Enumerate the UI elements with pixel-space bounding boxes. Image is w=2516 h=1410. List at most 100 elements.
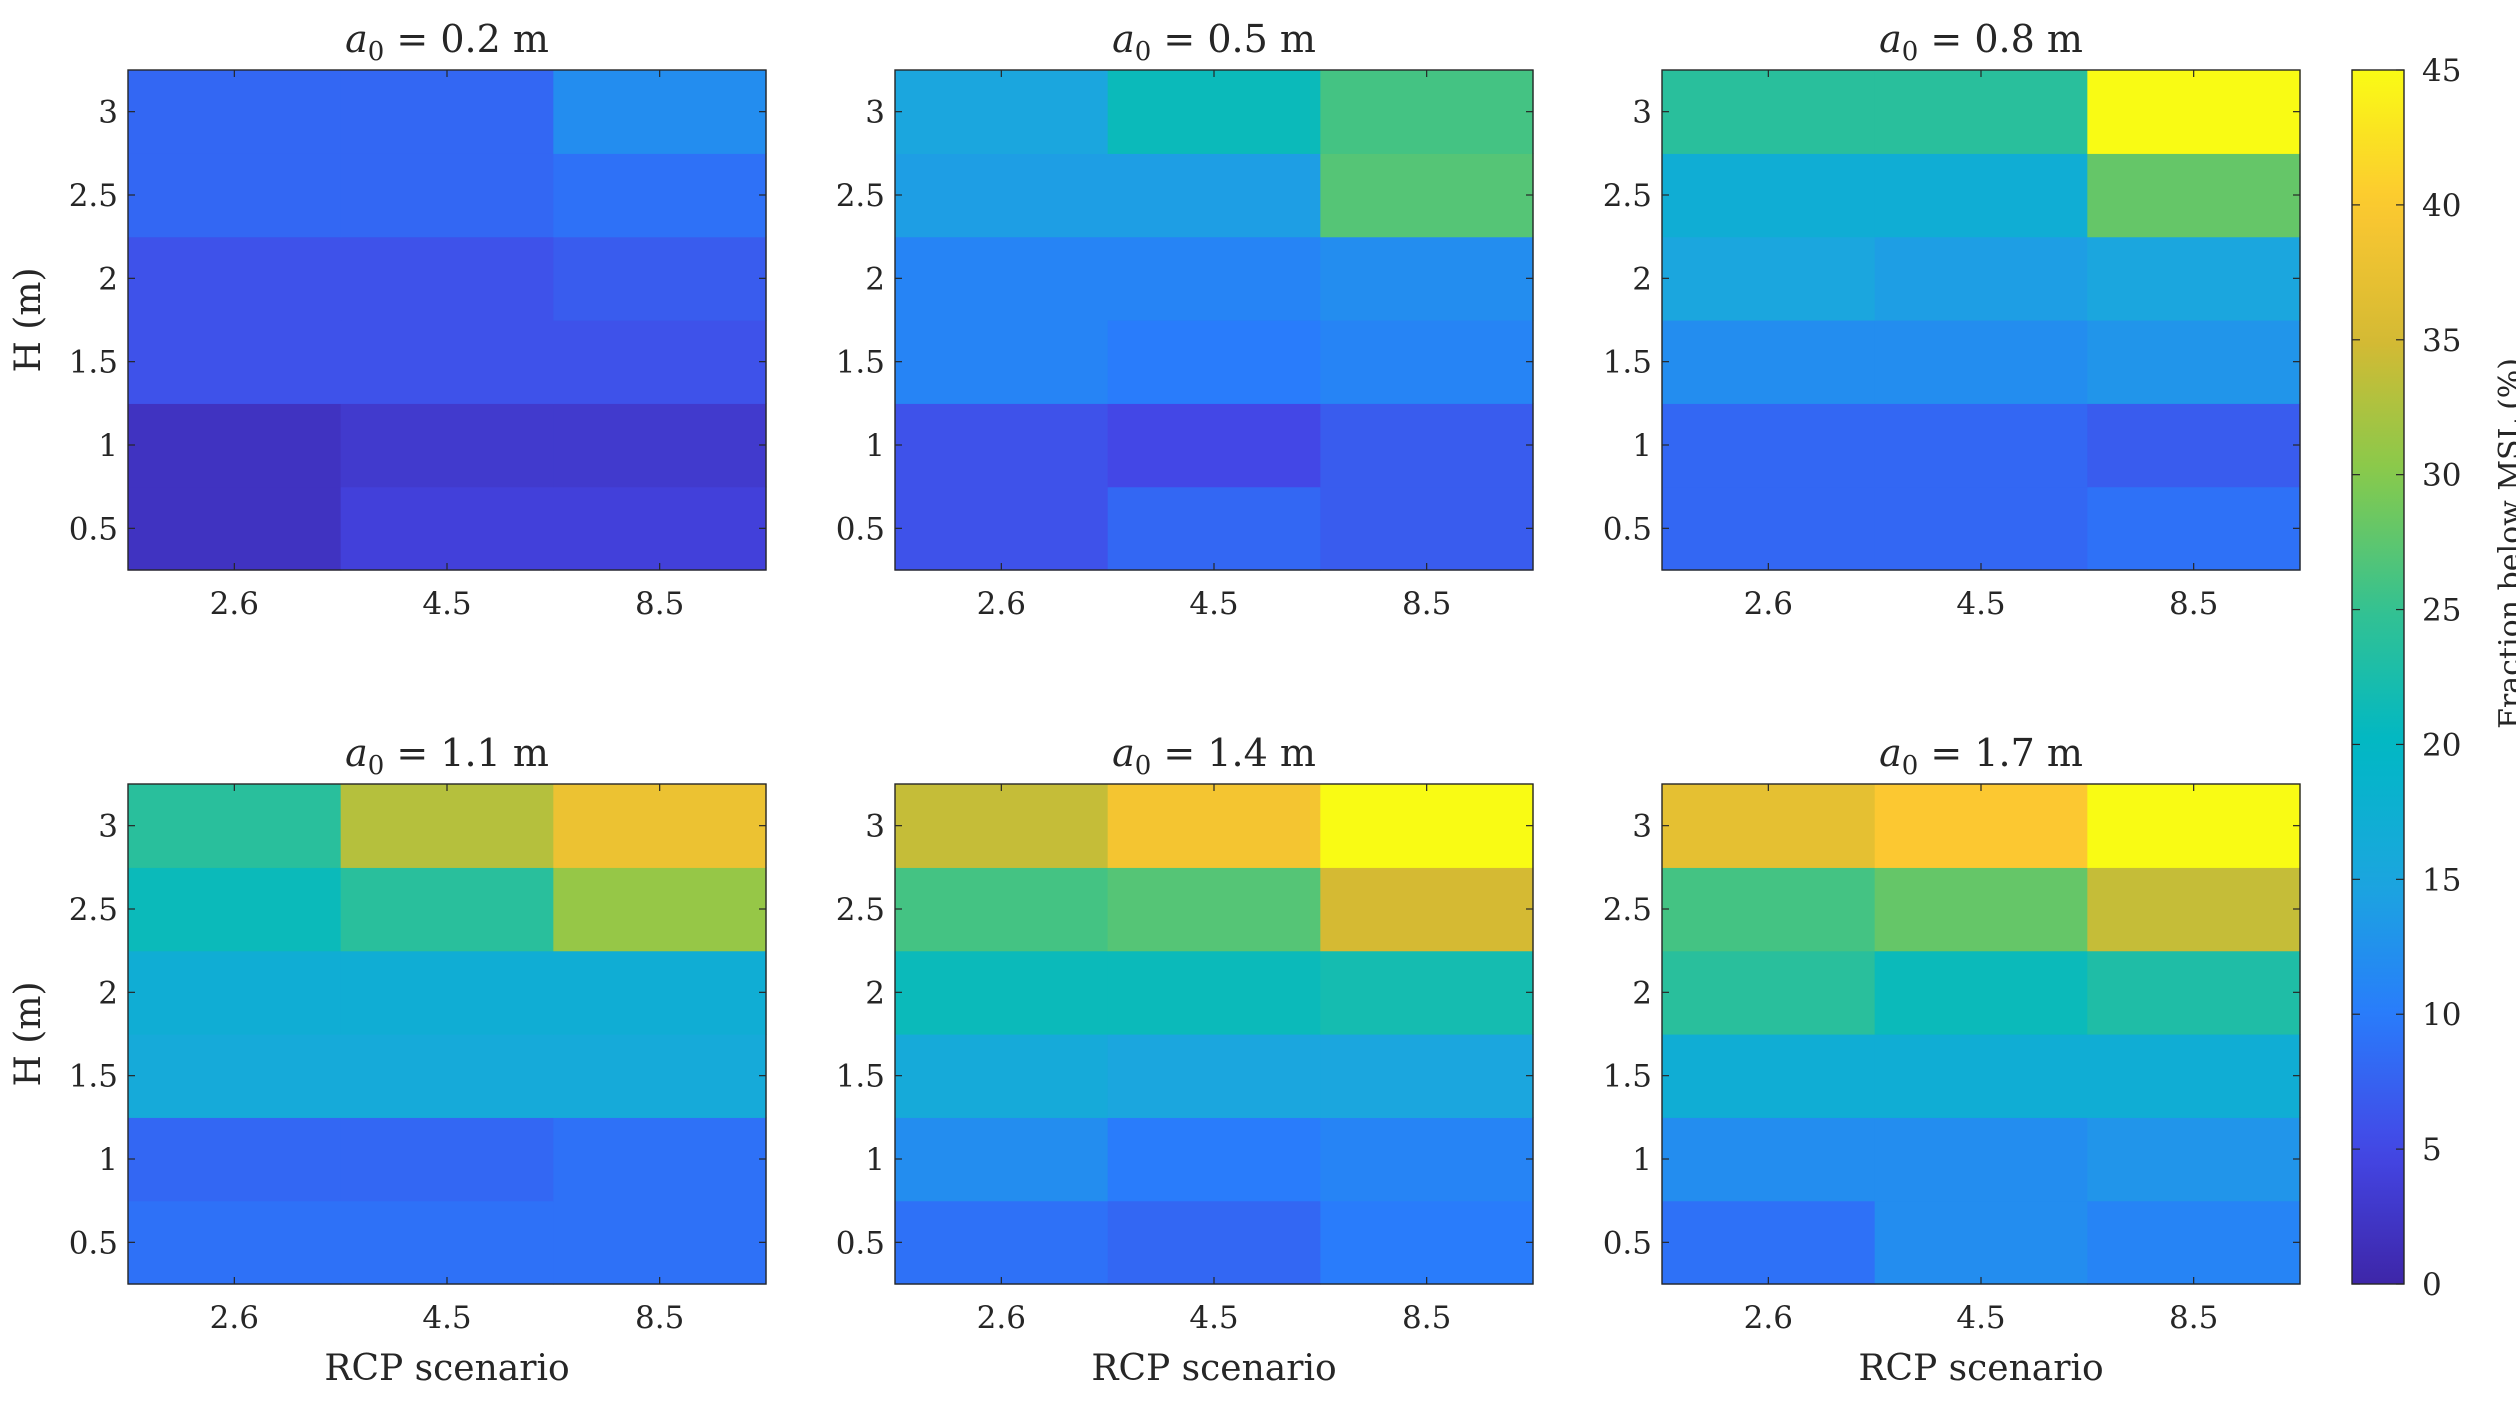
heatmap-cell <box>2087 236 2301 321</box>
y-tick-label: 0.5 <box>1603 511 1652 547</box>
y-tick-label: 1.5 <box>1603 1059 1652 1095</box>
heatmap-cell <box>340 784 554 868</box>
x-tick-label: 2.6 <box>1744 1300 1793 1336</box>
heatmap-cell <box>1320 1200 1534 1285</box>
y-tick-label: 0.5 <box>836 1225 885 1261</box>
heatmap-cell <box>2087 784 2301 868</box>
colorbar-fill <box>2352 70 2404 1284</box>
x-axis-title: RCP scenario <box>1091 1348 1336 1389</box>
x-tick-label: 8.5 <box>635 586 684 622</box>
heatmap-cell <box>1662 1117 1876 1202</box>
heatmap-cell <box>1662 320 1876 404</box>
x-tick-label: 4.5 <box>1189 586 1238 622</box>
heatmap-cell <box>895 1200 1109 1285</box>
y-tick-label: 3 <box>865 809 885 845</box>
colorbar-tick-label: 5 <box>2422 1132 2442 1168</box>
x-tick-label: 4.5 <box>422 586 471 622</box>
heatmap-cell <box>1874 153 2088 238</box>
panel-title-value: = 1.7 m <box>1918 731 2083 775</box>
panel-title-symbol: a <box>1879 17 1902 61</box>
y-tick-label: 1.5 <box>836 1059 885 1095</box>
heatmap-cell <box>1320 1034 1534 1118</box>
x-axis-title: RCP scenario <box>1858 1348 2103 1389</box>
heatmap-panel-3: 0.5 1 1.5 2 2.5 3 2.6 4.5 8.5 a0 = 0.8 m <box>1603 17 2301 622</box>
heatmap-cell <box>2087 867 2301 952</box>
y-tick-label: 1 <box>1632 1142 1652 1178</box>
y-axis-title: H (m) <box>8 267 49 372</box>
heatmap-cell <box>340 403 554 488</box>
panel-title-value: = 0.5 m <box>1151 17 1316 61</box>
heatmap-cell <box>1320 153 1534 238</box>
panel-title-subscript: 0 <box>1902 37 1919 67</box>
y-tick-label: 2.5 <box>69 178 118 214</box>
heatmap-cell <box>553 70 767 154</box>
heatmap-cell <box>128 784 342 868</box>
x-axis-title: RCP scenario <box>324 1348 569 1389</box>
panel-title-subscript: 0 <box>1135 751 1152 781</box>
panel-title-symbol: a <box>345 17 368 61</box>
colorbar-tick-label: 40 <box>2422 188 2461 224</box>
heatmap-cell <box>128 236 342 321</box>
x-tick-label: 4.5 <box>1189 1300 1238 1336</box>
heatmap-cell <box>553 153 767 238</box>
x-tick-label: 8.5 <box>635 1300 684 1336</box>
y-tick-label: 2.5 <box>836 178 885 214</box>
heatmap-cell <box>2087 1200 2301 1285</box>
heatmap-cell <box>553 403 767 488</box>
y-tick-label: 2 <box>1632 261 1652 297</box>
heatmap-cell <box>128 1034 342 1118</box>
panel-title-symbol: a <box>345 731 368 775</box>
heatmap-cell <box>1107 1034 1321 1118</box>
heatmap-cell <box>1874 784 2088 868</box>
panel-title: a0 = 1.7 m <box>1879 731 2083 781</box>
y-tick-label: 1.5 <box>69 1059 118 1095</box>
heatmap-cell <box>1662 950 1876 1035</box>
heatmap-cell <box>553 236 767 321</box>
panel-title-value: = 1.1 m <box>384 731 549 775</box>
colorbar-tick-label: 0 <box>2422 1267 2442 1303</box>
colorbar-tick-label: 15 <box>2422 862 2461 898</box>
y-tick-label: 1 <box>865 1142 885 1178</box>
heatmap-panel-4: 0.5 1 1.5 2 2.5 3 2.6 4.5 8.5 a0 = 1.1 m H (m) RCP … <box>8 731 767 1389</box>
panel-title-symbol: a <box>1112 17 1135 61</box>
heatmap-cell <box>128 403 342 488</box>
colorbar: 0 5 10 15 20 25 30 35 40 45 Fraction below MSL (%) <box>2351 53 2516 1303</box>
heatmap-cell <box>895 403 1109 488</box>
y-tick-label: 1 <box>98 428 118 464</box>
y-tick-label: 1.5 <box>836 345 885 381</box>
colorbar-tick-label: 45 <box>2422 53 2461 89</box>
x-tick-label: 2.6 <box>1744 586 1793 622</box>
heatmap-cell <box>1874 1200 2088 1285</box>
colorbar-tick-label: 30 <box>2422 458 2461 494</box>
heatmap-cell <box>1320 1117 1534 1202</box>
colorbar-tick-label: 20 <box>2422 727 2461 763</box>
y-tick-label: 3 <box>98 95 118 131</box>
panel-title: a0 = 0.5 m <box>1112 17 1316 67</box>
y-tick-label: 1 <box>865 428 885 464</box>
heatmap-cell <box>1662 486 1876 571</box>
y-tick-label: 3 <box>1632 809 1652 845</box>
panel-title-subscript: 0 <box>1902 751 1919 781</box>
x-tick-label: 2.6 <box>210 1300 259 1336</box>
heatmap-cell <box>1107 153 1321 238</box>
x-tick-label: 8.5 <box>2169 586 2218 622</box>
heatmap-cell <box>895 867 1109 952</box>
heatmap-panel-1: 0.5 1 1.5 2 2.5 3 2.6 4.5 8.5 a0 = 0.2 m H (m) <box>8 17 767 622</box>
heatmap-cell <box>2087 153 2301 238</box>
heatmap-cell <box>128 1117 342 1202</box>
heatmap-cell <box>1662 403 1876 488</box>
colorbar-frame <box>2351 69 2405 1285</box>
heatmap-cell <box>895 70 1109 154</box>
heatmap-cell <box>128 950 342 1035</box>
heatmap-cell <box>1320 320 1534 404</box>
y-tick-label: 2.5 <box>1603 178 1652 214</box>
y-tick-label: 1.5 <box>1603 345 1652 381</box>
heatmap-cell <box>340 70 554 154</box>
y-tick-label: 0.5 <box>69 1225 118 1261</box>
panel-title-symbol: a <box>1112 731 1135 775</box>
heatmap-cell <box>553 1117 767 1202</box>
heatmap-cell <box>553 486 767 571</box>
heatmap-cell <box>895 320 1109 404</box>
heatmap-cell <box>895 950 1109 1035</box>
